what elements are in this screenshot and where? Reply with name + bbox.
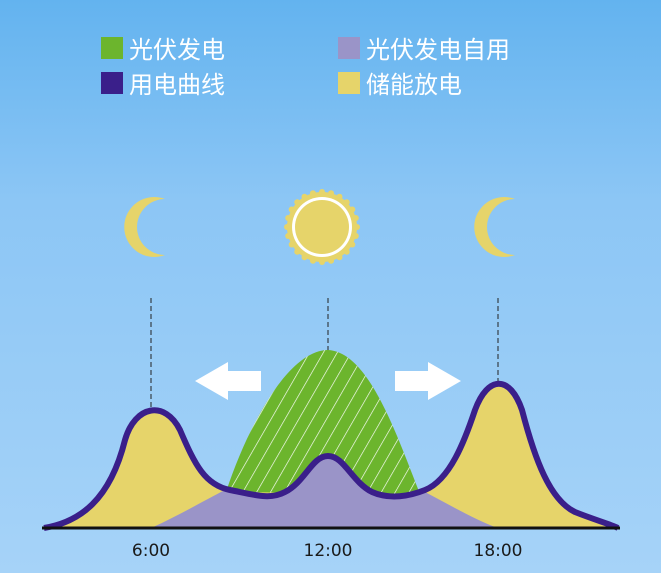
sun-ray xyxy=(328,257,335,264)
legend-label: 用电曲线 xyxy=(129,71,225,99)
sun-ray xyxy=(285,214,292,221)
pv-self-use-area xyxy=(151,456,498,528)
pv-generation-area xyxy=(226,350,420,494)
arrow-left-icon xyxy=(195,362,261,400)
legend-label: 光伏发电自用 xyxy=(366,36,510,64)
legend-swatch xyxy=(101,36,123,59)
sun-ray xyxy=(336,254,343,261)
sun-ray xyxy=(336,193,343,200)
legend-item-storage-discharge: 储能放电 xyxy=(338,65,462,100)
sun-ray xyxy=(352,233,359,240)
sun-ray xyxy=(349,206,356,213)
legend-swatch xyxy=(338,71,360,94)
legend-item-load-curve: 用电曲线 xyxy=(101,65,225,100)
sun-ray xyxy=(319,189,325,195)
sun-ray xyxy=(294,248,301,255)
legend-swatch xyxy=(338,36,360,59)
sun-icon xyxy=(284,189,360,265)
legend-swatch xyxy=(101,71,123,94)
sun-ray xyxy=(343,248,350,255)
sun-ray xyxy=(288,241,295,248)
sun-ray xyxy=(354,224,360,230)
sun-ray xyxy=(309,190,316,197)
legend-label: 光伏发电 xyxy=(129,36,225,64)
sun-ray xyxy=(319,259,325,265)
x-tick-label: 6:00 xyxy=(132,541,170,561)
moon-icon xyxy=(124,197,165,257)
sun-ray xyxy=(294,199,301,206)
legend-label: 储能放电 xyxy=(366,71,462,99)
moon-icon xyxy=(474,197,515,257)
x-tick-label: 12:00 xyxy=(304,541,353,561)
sun-ray xyxy=(288,206,295,213)
sun-ray xyxy=(328,190,335,197)
sun-ray xyxy=(352,214,359,221)
sun-ray xyxy=(343,199,350,206)
sun-ray xyxy=(285,233,292,240)
sun-ray xyxy=(301,254,308,261)
legend-item-pv-self-use: 光伏发电自用 xyxy=(338,30,510,65)
load-curve xyxy=(43,380,620,531)
arrow-right-icon xyxy=(395,362,461,400)
sun-ray xyxy=(284,224,290,230)
legend-item-pv-generation: 光伏发电 xyxy=(101,30,225,65)
x-tick-label: 18:00 xyxy=(474,541,523,561)
sun-ray xyxy=(349,241,356,248)
sun-ray xyxy=(301,193,308,200)
sun-ray xyxy=(309,257,316,264)
